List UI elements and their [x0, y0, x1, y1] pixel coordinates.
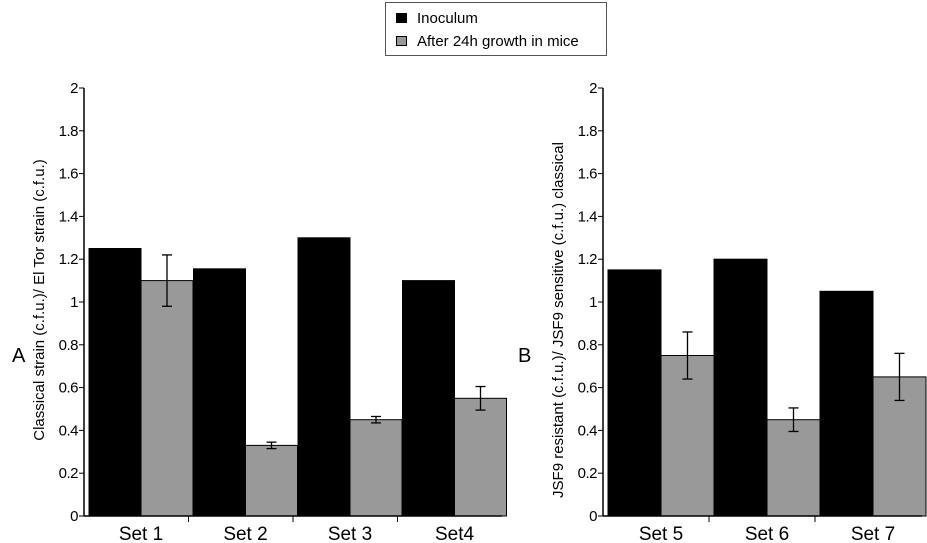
- panel-b-bar-after-1: [660, 355, 715, 517]
- panel-a-bar-inoculum-3: [297, 237, 351, 517]
- panel-a-ytick-label: 1.8: [59, 123, 79, 140]
- panel-a-label: A: [12, 345, 26, 367]
- panel-b-ytick-label: 0: [589, 508, 597, 525]
- panel-a-bar-after-2: [245, 444, 298, 517]
- panel-b-category-label: Set 7: [851, 524, 895, 543]
- panel-a-category-label: Set4: [435, 524, 475, 543]
- panel-b-group: 0 0.2 0.4 0.6 0.8 1 1.2 1.4 1.6 1.8 2 Set 5 Set 6 Set…: [518, 80, 927, 543]
- legend: Inoculum After 24h growth in mice: [385, 2, 607, 56]
- panel-a-ytick-label: 0.8: [59, 337, 79, 354]
- panel-a-category-label: Set 1: [119, 524, 163, 543]
- legend-item-inoculum: Inoculum: [396, 7, 478, 29]
- panel-a-ytick-label: 0.4: [59, 422, 79, 439]
- panel-a-category-label: Set 2: [223, 524, 267, 543]
- panel-b-ytick-label: 1.2: [578, 251, 598, 268]
- panel-b-ytick-label: 1.4: [578, 208, 598, 225]
- panel-a-ytick-label: 2: [70, 80, 78, 97]
- panel-a-bar-inoculum-1: [88, 248, 142, 517]
- panel-a-bar-inoculum-2: [193, 268, 246, 517]
- panel-b-ytick-label: 1.8: [578, 123, 598, 140]
- panel-a-bar-after-3: [349, 419, 403, 517]
- panel-b-ytick-label: 0.6: [578, 380, 598, 397]
- panel-a-ytick-label: 0: [70, 508, 78, 525]
- panel-b-category-label: Set 5: [639, 524, 683, 543]
- legend-label-after: After 24h growth in mice: [417, 32, 579, 50]
- panel-b-bar-inoculum-2: [713, 258, 768, 517]
- panel-b-bar-after-2: [766, 419, 821, 517]
- panel-b-category-label: Set 6: [745, 524, 789, 543]
- panel-a-ytick-label: 1.6: [59, 166, 79, 183]
- panel-a-category-label: Set 3: [328, 524, 372, 543]
- panel-a-bar-after-4: [454, 397, 507, 517]
- panel-a-bar-after-1: [140, 280, 194, 517]
- panel-b-ytick-label: 2: [589, 80, 597, 97]
- panel-b-label: B: [518, 345, 531, 367]
- panel-b-ytick-label: 0.2: [578, 465, 598, 482]
- legend-swatch-after: [396, 36, 407, 46]
- panel-a-ylabel: Classical strain (c.f.u.)/ El Tor strain…: [31, 159, 48, 440]
- panel-b-bar-inoculum-3: [819, 290, 874, 517]
- panel-a-group: 0 0.2 0.4 0.6 0.8 1 1.2 1.4 1.6 1.8 2 Set 1 Set 2 Set…: [12, 80, 507, 543]
- panel-a-ytick-label: 1.2: [59, 251, 79, 268]
- panel-b-ylabel: JSF9 resistant (c.f.u.)/ JSF9 sensitive …: [550, 142, 567, 498]
- legend-label-inoculum: Inoculum: [417, 9, 478, 27]
- panel-b-bar-inoculum-1: [607, 269, 662, 517]
- panel-b-ytick-label: 0.8: [578, 337, 598, 354]
- panel-a-ytick-label: 0.6: [59, 380, 79, 397]
- panel-a-ytick-label: 1.4: [59, 208, 79, 225]
- panel-b-ytick-label: 0.4: [578, 422, 598, 439]
- panel-a-bar-inoculum-4: [402, 280, 455, 517]
- panel-a-ytick-label: 0.2: [59, 465, 79, 482]
- legend-item-after: After 24h growth in mice: [396, 30, 579, 52]
- panel-b-ytick-label: 1: [589, 294, 597, 311]
- legend-swatch-inoculum: [396, 13, 407, 23]
- panel-a-ytick-label: 1: [70, 294, 78, 311]
- panel-b-ytick-label: 1.6: [578, 166, 598, 183]
